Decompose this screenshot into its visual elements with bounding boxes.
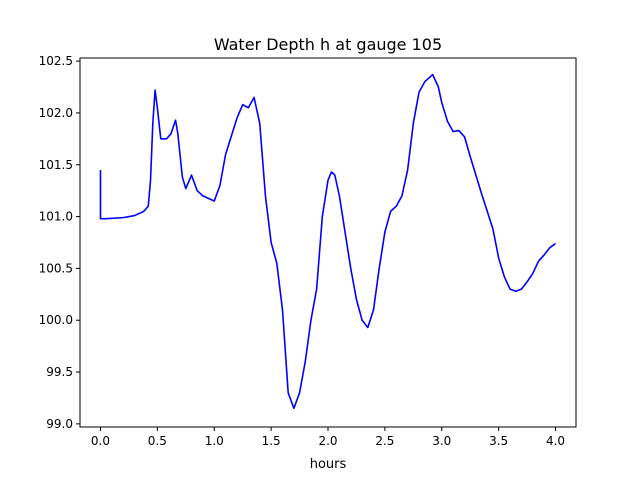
y-tick-label: 101.5 <box>39 158 73 172</box>
x-tick-label: 2.5 <box>375 434 394 448</box>
x-tick-label: 1.0 <box>205 434 224 448</box>
y-tick-label: 100.0 <box>39 313 73 327</box>
plot-area: 0.0 0.5 1.0 1.5 2.0 2.5 3.0 3.5 4.0 99.0 99.5 100.0… <box>39 54 577 448</box>
x-tick-label: 3.0 <box>432 434 451 448</box>
x-tick-label: 3.5 <box>489 434 508 448</box>
x-tick-label: 4.0 <box>546 434 565 448</box>
y-tick-label: 99.5 <box>46 365 73 379</box>
y-tick-label: 101.0 <box>39 210 73 224</box>
x-tick-label: 0.5 <box>148 434 167 448</box>
series-line-0 <box>99 73 556 410</box>
x-tick-label: 2.0 <box>318 434 337 448</box>
x-axis-label: hours <box>310 457 347 472</box>
y-tick-label: 102.0 <box>39 106 73 120</box>
y-tick-label: 99.0 <box>46 417 73 431</box>
y-tick-label: 100.5 <box>39 261 73 275</box>
x-tick-label: 1.5 <box>262 434 281 448</box>
chart-title: Water Depth h at gauge 105 <box>214 35 442 54</box>
x-tick-label: 0.0 <box>91 434 110 448</box>
y-tick-label: 102.5 <box>39 54 73 68</box>
